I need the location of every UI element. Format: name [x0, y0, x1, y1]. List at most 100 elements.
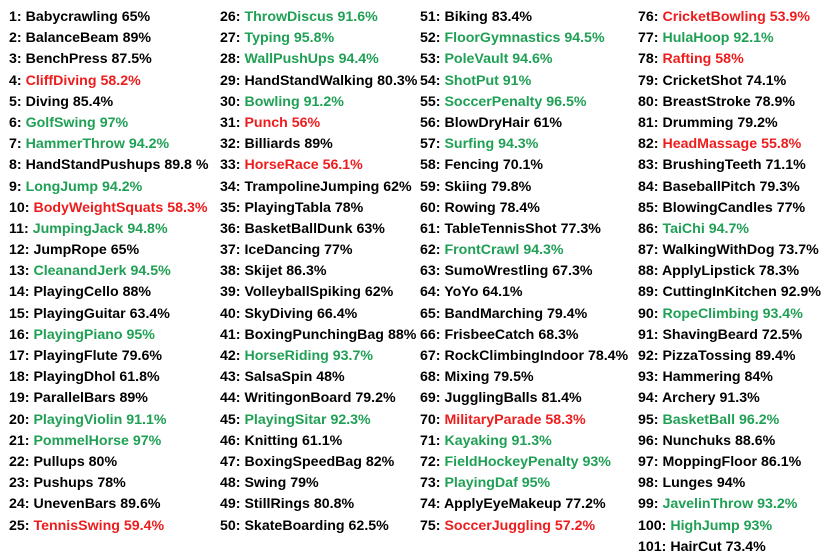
- class-name: ThrowDiscus: [244, 9, 334, 25]
- class-accuracy: 96.5%: [546, 93, 587, 110]
- class-name: UnevenBars: [33, 496, 117, 513]
- class-index: 13:: [9, 263, 30, 280]
- class-accuracy: 95.8%: [293, 30, 335, 47]
- class-entry: 88: ApplyLipstick 78.3%: [638, 261, 821, 282]
- class-name: RockClimbingIndoor: [444, 348, 584, 364]
- class-name: SalsaSpin: [244, 369, 313, 386]
- class-name: Billiards: [244, 136, 301, 153]
- class-name: HandStandPushups: [25, 157, 161, 174]
- class-accuracy: 94.8%: [127, 220, 168, 237]
- class-entry: 41: BoxingPunchingBag 88%: [220, 325, 417, 346]
- class-accuracy: 92.1%: [733, 30, 774, 47]
- class-entry: 13: CleanandJerk 94.5%: [9, 261, 209, 282]
- class-entry: 15: PlayingGuitar 63.4%: [9, 304, 209, 325]
- class-accuracy: 61.8%: [119, 369, 160, 386]
- class-entry: 95: BasketBall 96.2%: [638, 410, 821, 431]
- class-entry: 55: SoccerPenalty 96.5%: [420, 92, 628, 113]
- class-name: WritingonBoard: [244, 390, 352, 407]
- class-entry: 5: Diving 85.4%: [9, 92, 209, 113]
- class-index: 82:: [638, 136, 659, 153]
- class-name: IceDancing: [244, 242, 321, 259]
- class-entry: 91: ShavingBeard 72.5%: [638, 325, 821, 346]
- class-accuracy: 87.5%: [111, 51, 152, 68]
- class-accuracy: 80.8%: [313, 496, 355, 513]
- class-index: 100:: [638, 517, 667, 534]
- class-accuracy: 94.5%: [130, 263, 171, 280]
- class-index: 90:: [638, 305, 659, 322]
- class-name: BodyWeightSquats: [33, 199, 164, 216]
- class-entry: 3: BenchPress 87.5%: [9, 49, 209, 70]
- class-name: Babycrawling: [25, 9, 118, 25]
- class-index: 41:: [220, 326, 241, 343]
- class-accuracy: 66.4%: [317, 305, 358, 322]
- class-accuracy: 55.8%: [761, 136, 802, 153]
- class-accuracy: 77%: [324, 242, 353, 259]
- class-index: 43:: [220, 369, 241, 386]
- class-entry: 2: BalanceBeam 89%: [9, 28, 209, 49]
- class-name: FieldHockeyPenalty: [444, 453, 579, 470]
- class-index: 64:: [420, 284, 441, 301]
- class-entry: 38: Skijet 86.3%: [220, 261, 417, 282]
- class-index: 71:: [420, 432, 441, 449]
- class-entry: 50: SkateBoarding 62.5%: [220, 516, 417, 537]
- column-3: 51: Biking 83.4% 52: FloorGymnastics 94.5…: [420, 7, 628, 537]
- class-index: 81:: [638, 114, 659, 131]
- class-name: MilitaryParade: [444, 411, 542, 428]
- class-name: GolfSwing: [25, 114, 96, 131]
- class-name: CuttingInKitchen: [662, 284, 777, 301]
- class-accuracy: 79.5%: [493, 369, 534, 386]
- class-entry: 96: Nunchuks 88.6%: [638, 431, 821, 452]
- class-entry: 80: BreastStroke 78.9%: [638, 92, 821, 113]
- class-entry: 25: TennisSwing 59.4%: [9, 516, 209, 537]
- class-entry: 56: BlowDryHair 61%: [420, 113, 628, 134]
- class-name: ParallelBars: [33, 390, 116, 407]
- class-name: Swing: [244, 475, 287, 492]
- class-name: PlayingCello: [33, 284, 119, 301]
- class-entry: 10: BodyWeightSquats 58.3%: [9, 198, 209, 219]
- class-index: 59:: [420, 178, 441, 195]
- class-index: 84:: [638, 178, 659, 195]
- class-accuracy: 70.1%: [502, 157, 544, 174]
- class-name: Archery: [661, 390, 716, 407]
- class-index: 54:: [420, 72, 441, 89]
- class-name: SkateBoarding: [244, 517, 345, 534]
- class-accuracy: 79.8%: [491, 178, 532, 195]
- class-name: MoppingFloor: [662, 453, 758, 470]
- class-index: 56:: [420, 114, 441, 131]
- class-index: 21:: [9, 432, 30, 449]
- class-name: CleanandJerk: [33, 263, 127, 280]
- class-index: 61:: [420, 220, 441, 237]
- class-index: 11:: [9, 220, 29, 237]
- class-accuracy: 72.5%: [761, 326, 803, 343]
- class-entry: 78: Rafting 58%: [638, 49, 821, 70]
- class-index: 49:: [220, 496, 241, 513]
- class-name: HandStandWalking: [244, 72, 374, 89]
- class-name: FrisbeeCatch: [444, 326, 535, 343]
- class-name: Mixing: [444, 369, 490, 386]
- class-accuracy: 93.4%: [762, 305, 803, 322]
- class-index: 46:: [220, 432, 241, 449]
- class-entry: 26: ThrowDiscus 91.6%: [220, 7, 417, 28]
- class-accuracy: 94.3%: [523, 242, 564, 259]
- class-index: 60:: [420, 199, 441, 216]
- class-entry: 35: PlayingTabla 78%: [220, 198, 417, 219]
- class-name: Skiing: [444, 178, 488, 195]
- class-accuracy: 93.7%: [332, 348, 373, 364]
- class-index: 35:: [220, 199, 241, 216]
- class-index: 2:: [9, 30, 22, 47]
- class-entry: 47: BoxingSpeedBag 82%: [220, 452, 417, 473]
- class-name: ShavingBeard: [662, 326, 758, 343]
- class-name: BrushingTeeth: [662, 157, 762, 174]
- class-entry: 57: Surfing 94.3%: [420, 134, 628, 155]
- class-accuracy: 91.1%: [126, 411, 167, 428]
- class-accuracy: 62.5%: [348, 517, 389, 534]
- class-entry: 44: WritingonBoard 79.2%: [220, 388, 417, 409]
- class-accuracy: 64.1%: [482, 284, 523, 301]
- class-entry: 75: SoccerJuggling 57.2%: [420, 516, 628, 537]
- class-entry: 48: Swing 79%: [220, 473, 417, 494]
- class-name: JumpingJack: [32, 220, 124, 237]
- class-accuracy: 53.9%: [769, 9, 810, 25]
- class-accuracy: 94.5%: [564, 30, 605, 47]
- class-name: SoccerJuggling: [444, 517, 551, 534]
- class-index: 65:: [420, 305, 441, 322]
